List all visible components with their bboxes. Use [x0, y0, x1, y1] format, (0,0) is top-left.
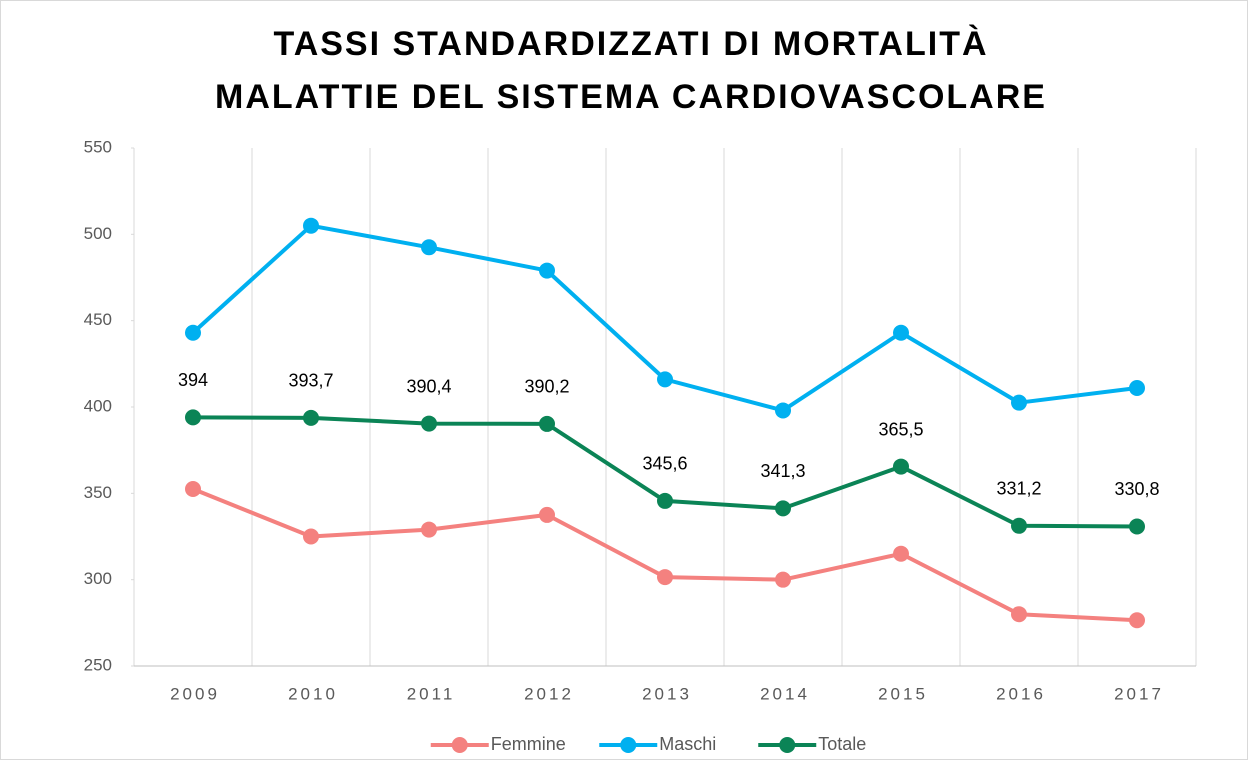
data-label: 393,7 — [288, 371, 333, 391]
x-tick-label: 2011 — [407, 684, 456, 703]
legend: Femmine Maschi Totale — [430, 734, 866, 754]
y-tick-label: 550 — [84, 137, 112, 156]
data-point — [893, 545, 909, 562]
data-point — [1011, 606, 1027, 623]
data-point — [1129, 518, 1145, 535]
data-label: 394 — [178, 370, 208, 390]
data-point — [185, 409, 201, 426]
data-point — [657, 569, 673, 586]
y-tick-label: 300 — [84, 569, 112, 588]
data-point — [421, 521, 437, 538]
chart-title: MALATTIE DEL SISTEMA CARDIOVASCOLARE — [215, 78, 1047, 116]
x-tick-label: 2012 — [524, 684, 574, 703]
legend-marker — [620, 737, 637, 753]
data-label: 330,8 — [1114, 479, 1159, 499]
legend-label: Maschi — [659, 734, 716, 754]
x-tick-label: 2016 — [996, 684, 1046, 703]
data-label: 331,2 — [996, 479, 1041, 499]
x-tick-label: 2017 — [1114, 684, 1164, 703]
data-point — [1129, 612, 1145, 629]
x-tick-label: 2013 — [642, 684, 692, 703]
data-point — [303, 528, 319, 545]
data-point — [893, 324, 909, 341]
legend-marker — [451, 737, 468, 753]
legend-label: Totale — [818, 734, 866, 754]
data-point — [421, 415, 437, 432]
data-label: 365,5 — [878, 419, 923, 439]
data-point — [893, 458, 909, 475]
data-point — [775, 402, 791, 419]
x-tick-label: 2010 — [288, 684, 338, 703]
x-tick-label: 2009 — [170, 684, 220, 703]
y-tick-label: 450 — [84, 310, 112, 329]
data-point — [1011, 394, 1027, 411]
data-label: 341,3 — [760, 461, 805, 481]
data-point — [775, 500, 791, 517]
data-point — [657, 371, 673, 388]
data-point — [657, 492, 673, 509]
data-point — [539, 415, 555, 432]
data-label: 345,6 — [642, 454, 687, 474]
y-tick-label: 500 — [84, 224, 112, 243]
data-point — [1011, 517, 1027, 534]
data-point — [1129, 380, 1145, 397]
data-point — [539, 506, 555, 523]
x-tick-label: 2015 — [878, 684, 928, 703]
data-point — [185, 481, 201, 498]
y-tick-label: 350 — [84, 483, 112, 502]
data-label: 390,4 — [406, 376, 451, 396]
legend-label: Femmine — [491, 734, 566, 754]
data-point — [303, 217, 319, 234]
data-point — [775, 571, 791, 588]
data-label: 390,2 — [524, 377, 569, 397]
y-tick-label: 400 — [84, 396, 112, 415]
legend-marker — [779, 737, 796, 753]
x-tick-label: 2014 — [760, 684, 810, 703]
chart-title: TASSI STANDARDIZZATI DI MORTALITÀ — [273, 25, 988, 63]
data-point — [185, 324, 201, 341]
y-tick-label: 250 — [84, 655, 112, 674]
data-point — [539, 262, 555, 279]
data-point — [303, 409, 319, 426]
data-point — [421, 239, 437, 256]
